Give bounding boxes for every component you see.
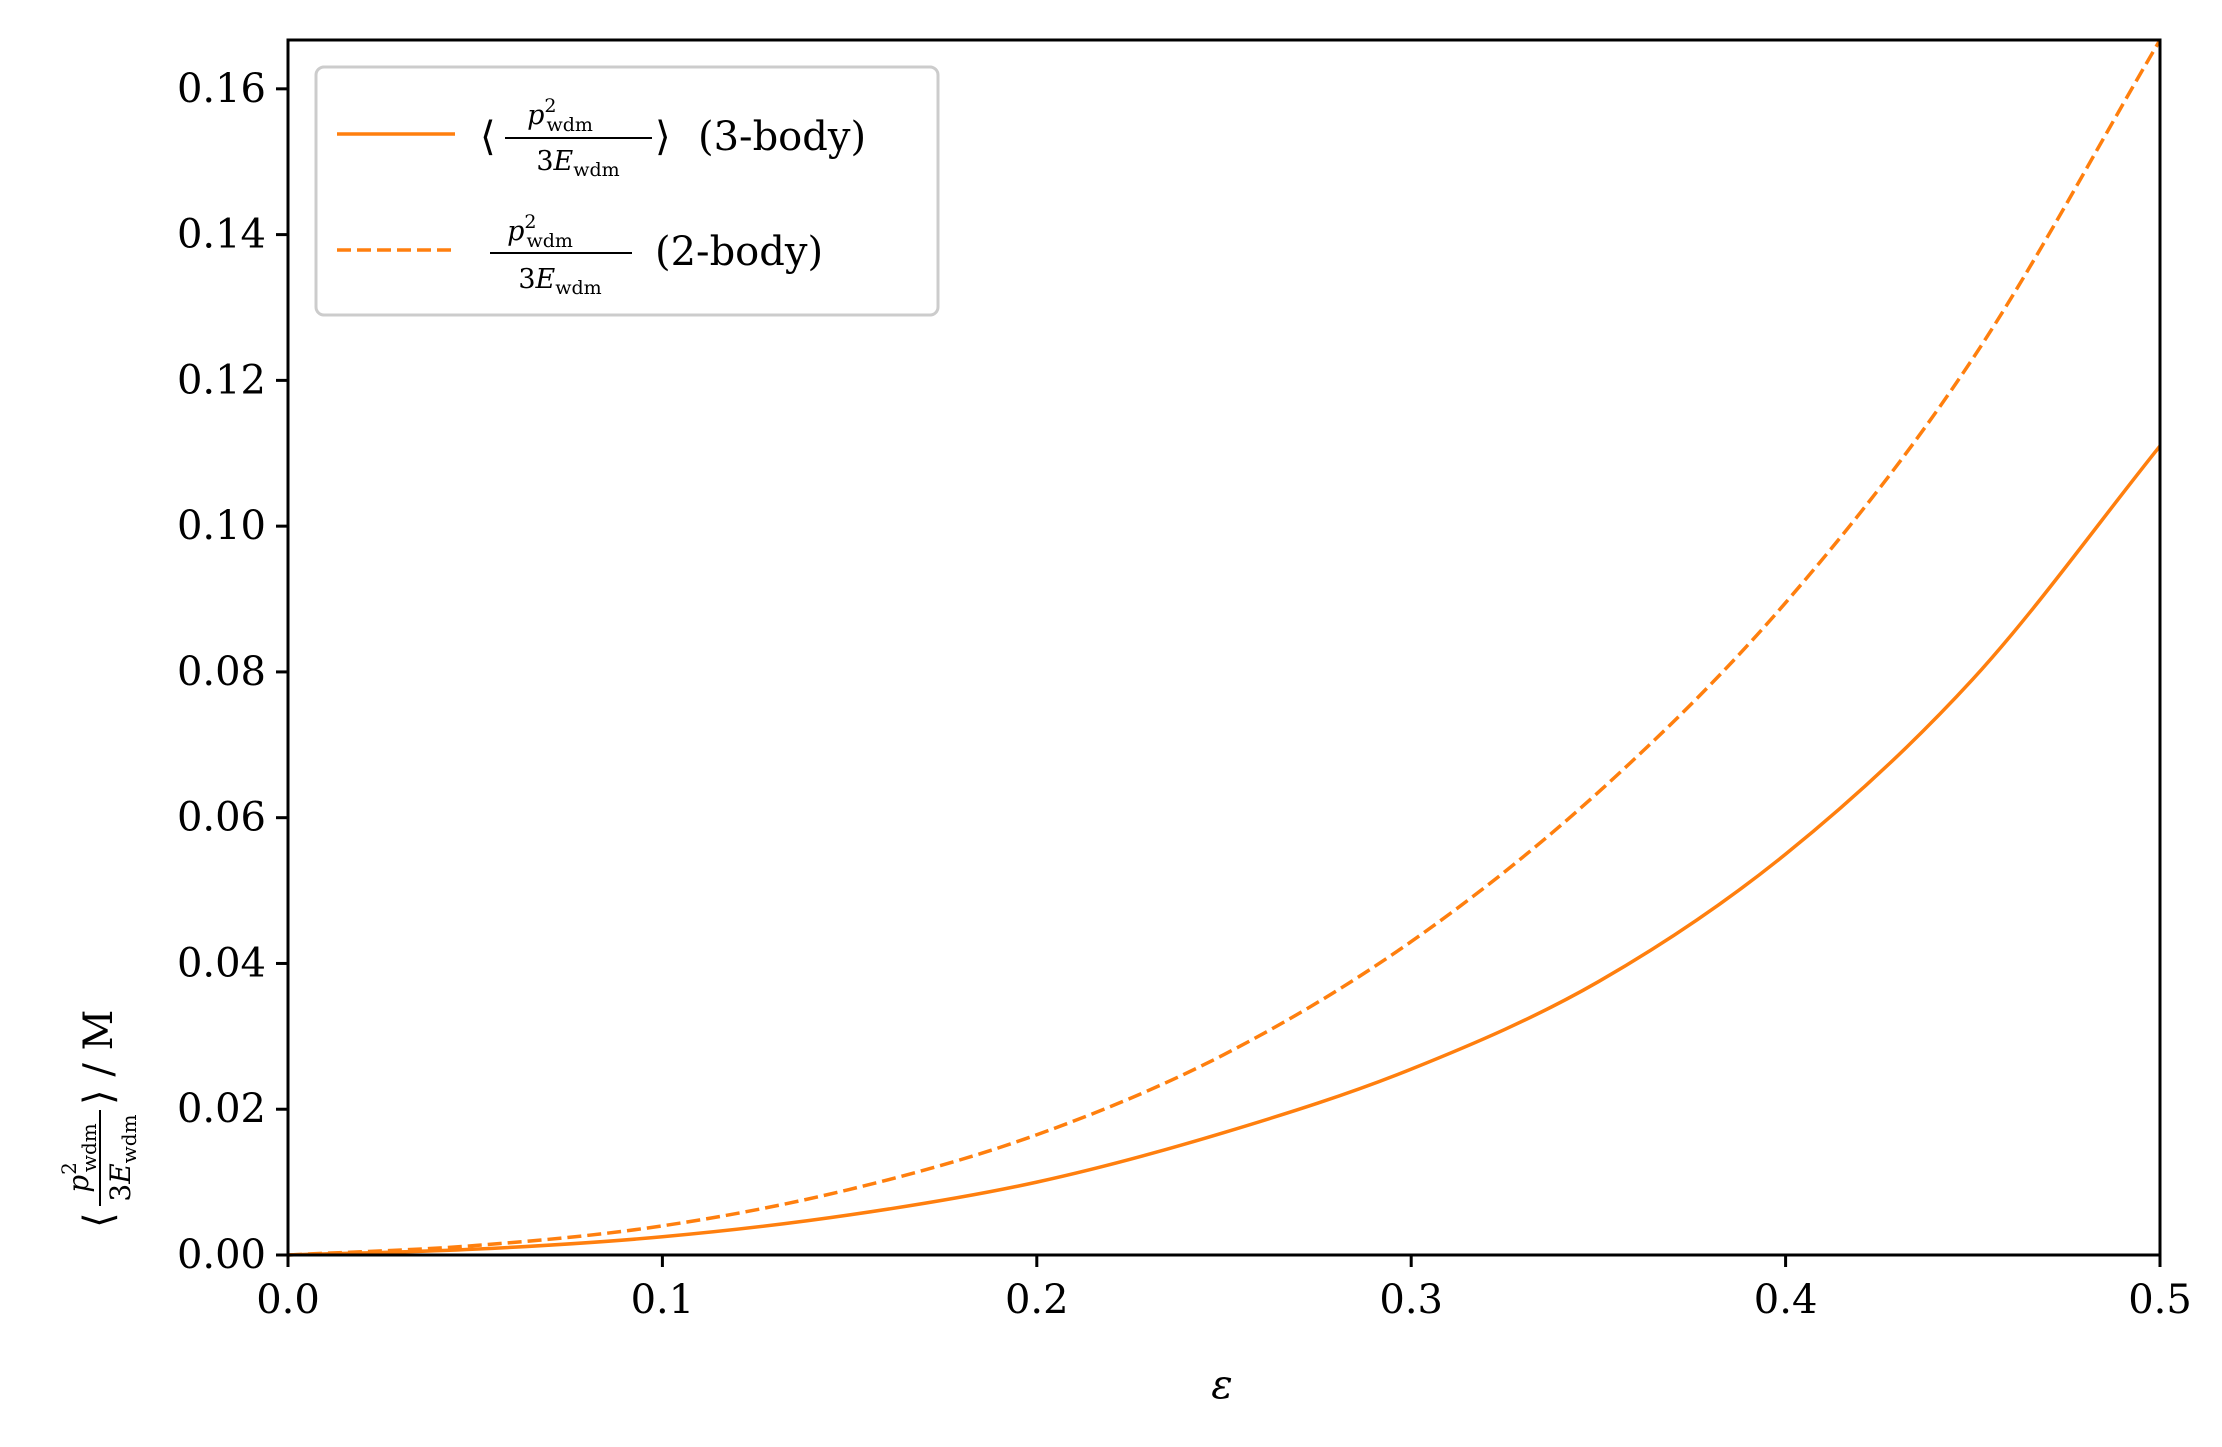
x-tick-label: 0.1 bbox=[631, 1277, 695, 1323]
y-tick-label: 0.08 bbox=[177, 649, 266, 695]
plot-lines bbox=[287, 39, 2162, 1257]
y-tick-label: 0.02 bbox=[177, 1086, 266, 1132]
y-tick-label: 0.16 bbox=[177, 66, 266, 112]
svg-text:3Ewdm: 3Ewdm bbox=[518, 264, 601, 299]
svg-text:3Ewdm: 3Ewdm bbox=[536, 146, 619, 181]
series-line-2-body bbox=[287, 39, 2162, 1257]
legend-item-2-body: p2 wdm 3Ewdm (2-body) bbox=[337, 211, 823, 299]
legend-box bbox=[314, 65, 940, 317]
svg-text:⟩: ⟩ bbox=[655, 114, 671, 160]
series-line-3-body bbox=[287, 444, 2162, 1257]
x-tick-label: 0.3 bbox=[1379, 1277, 1443, 1323]
y-tick-label: 0.12 bbox=[177, 357, 266, 403]
legend-item-3-body: ⟨ p2 wdm 3Ewdm ⟩ (3-body) bbox=[337, 95, 866, 181]
x-tick-label: 0.0 bbox=[256, 1277, 320, 1323]
y-axis-ticks: 0.00 0.02 0.04 0.06 0.08 0.10 0.12 0.14 0.16 bbox=[177, 66, 288, 1278]
legend-label-3-body: (3-body) bbox=[698, 114, 866, 160]
svg-text:⟨: ⟨ bbox=[480, 114, 496, 160]
plot-frame bbox=[286, 38, 2162, 1257]
x-tick-label: 0.2 bbox=[1005, 1277, 1069, 1323]
y-tick-label: 0.14 bbox=[177, 212, 266, 258]
y-axis-label: ⟨ p2wdm 3Ewdm ⟩ / M bbox=[57, 1010, 141, 1228]
y-tick-label: 0.04 bbox=[177, 940, 266, 986]
y-tick-label: 0.10 bbox=[177, 503, 266, 549]
legend: ⟨ p2 wdm 3Ewdm ⟩ (3-body) p2 wdm 3Ewdm (2-… bbox=[314, 65, 940, 317]
svg-text:⟨: ⟨ bbox=[76, 1212, 122, 1228]
svg-text:⟩ / M: ⟩ / M bbox=[76, 1010, 122, 1105]
svg-text:3Ewdm: 3Ewdm bbox=[104, 1114, 141, 1201]
y-tick-label: 0.06 bbox=[177, 795, 266, 841]
x-axis-ticks: 0.0 0.1 0.2 0.3 0.4 0.5 bbox=[256, 1255, 2192, 1323]
svg-text:p2wdm: p2wdm bbox=[57, 1123, 101, 1193]
x-tick-label: 0.4 bbox=[1754, 1277, 1818, 1323]
legend-label-2-body: (2-body) bbox=[655, 229, 823, 275]
y-tick-label: 0.00 bbox=[177, 1232, 266, 1278]
x-axis-label: ε bbox=[1211, 1362, 1232, 1408]
x-tick-label: 0.5 bbox=[2128, 1277, 2192, 1323]
